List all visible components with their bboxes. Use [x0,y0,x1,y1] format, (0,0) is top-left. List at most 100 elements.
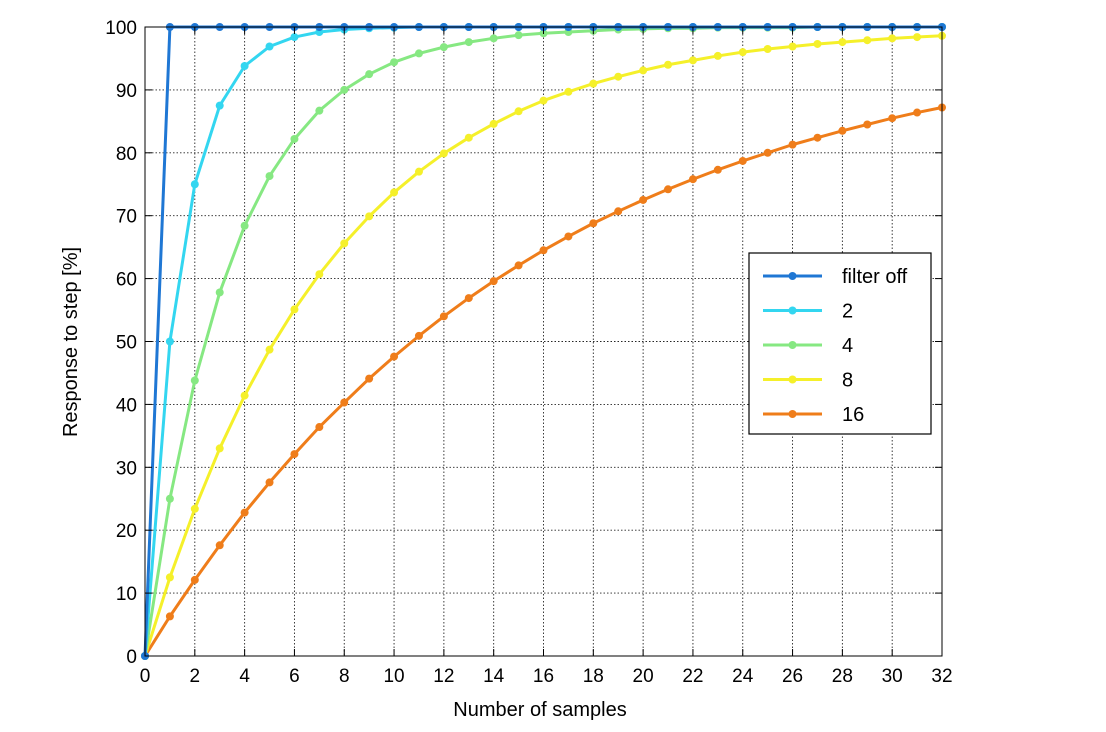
data-point [788,42,797,51]
data-point [215,288,224,297]
y-tick-label: 90 [116,81,137,102]
x-tick-labels: 0 2 4 6 8 10 12 14 16 18 20 22 24 26 28 30 32 [140,666,953,687]
data-point [564,232,573,241]
legend-swatch-marker [788,410,797,418]
data-point [165,337,174,346]
x-tick-label: 10 [383,666,404,687]
data-point [365,70,374,79]
data-point [589,219,598,228]
data-point [365,212,374,221]
legend-label: filter off [842,266,908,288]
data-point [439,312,448,321]
data-point [688,175,697,184]
legend-entry: 2 [763,301,853,323]
data-point [315,106,324,115]
x-tick-label: 4 [239,666,250,687]
data-point [340,239,349,248]
data-point [190,504,199,513]
data-point [265,478,274,487]
x-tick-label: 12 [433,666,454,687]
data-point [390,352,399,361]
legend-entry: 4 [763,335,853,357]
data-point [464,38,473,47]
legend-label: 4 [842,335,853,357]
data-point [514,31,523,40]
data-point [340,85,349,94]
x-tick-label: 16 [533,666,554,687]
x-tick-label: 30 [882,666,903,687]
y-tick-label: 80 [116,144,137,165]
data-point [315,423,324,432]
data-point [664,60,673,69]
data-point [290,134,299,143]
data-point [639,66,648,75]
data-point [215,101,224,110]
data-point [688,56,697,65]
data-point [290,450,299,459]
x-tick-label: 2 [190,666,201,687]
data-point [564,87,573,96]
data-point [215,541,224,550]
data-point [589,79,598,88]
data-point [888,114,897,123]
data-point [713,165,722,174]
data-point [888,34,897,43]
legend-label: 8 [842,370,853,392]
data-point [863,36,872,45]
data-point [414,331,423,340]
y-tick-label: 70 [116,207,137,228]
data-point [365,374,374,383]
legend-swatch-marker [788,341,797,349]
data-point [813,39,822,48]
data-point [813,133,822,142]
data-point [390,188,399,197]
x-tick-label: 22 [682,666,703,687]
data-point [165,612,174,621]
legend-entry: filter off [763,266,908,288]
x-tick-label: 14 [483,666,505,687]
data-point [763,45,772,54]
data-point [539,246,548,255]
data-point [439,43,448,52]
data-point [838,38,847,47]
data-point [614,72,623,81]
data-point [738,156,747,165]
data-point [738,48,747,57]
data-point [265,172,274,181]
data-point [190,575,199,584]
y-tick-label: 30 [116,458,137,479]
x-tick-label: 24 [732,666,754,687]
data-point [240,61,249,70]
data-point [414,167,423,176]
x-tick-label: 6 [289,666,300,687]
data-point [489,119,498,128]
y-tick-label: 60 [116,270,137,291]
data-point [464,133,473,142]
data-point [390,58,399,67]
data-point [439,149,448,158]
x-axis-title: Number of samples [453,699,626,721]
data-point [788,140,797,149]
x-tick-label: 28 [832,666,853,687]
data-point [913,33,922,42]
data-point [414,49,423,58]
data-point [539,96,548,105]
y-tick-label: 50 [116,333,137,354]
x-tick-label: 20 [633,666,654,687]
data-point [464,294,473,303]
y-tick-labels: 0 10 20 30 40 50 60 70 80 90 100 [105,18,137,668]
legend-entry: 16 [763,404,864,426]
data-point [713,51,722,60]
y-tick-label: 0 [126,647,137,668]
data-point [290,33,299,42]
data-point [190,180,199,189]
x-tick-label: 26 [782,666,803,687]
data-point [165,573,174,582]
x-tick-label: 0 [140,666,151,687]
legend: filter off 2 4 8 16 [748,252,932,435]
y-tick-label: 10 [116,584,137,605]
y-axis-title: Response to step [%] [60,247,82,437]
data-point [265,345,274,354]
y-tick-label: 20 [116,521,137,542]
